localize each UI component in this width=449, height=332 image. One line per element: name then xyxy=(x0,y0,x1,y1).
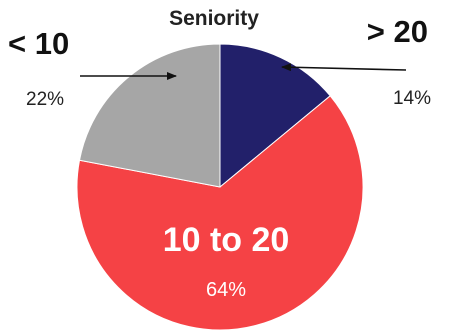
slice-label-lt-10: < 10 xyxy=(8,26,69,61)
pie-slice-20 xyxy=(219,43,331,189)
slice-value-gt-20: 14% xyxy=(393,88,431,109)
pie-slice-10-to-20 xyxy=(76,95,364,331)
pie-slices xyxy=(76,43,364,331)
chart-title: Seniority xyxy=(169,7,259,30)
slice-label-gt-20: > 20 xyxy=(367,14,428,49)
slice-value-10-to-20: 64% xyxy=(206,279,246,301)
pie-slice-10 xyxy=(78,43,221,188)
arrow-gt-20 xyxy=(281,63,407,72)
slice-label-10-to-20: 10 to 20 xyxy=(163,221,290,259)
slice-value-lt-10: 22% xyxy=(26,89,64,110)
